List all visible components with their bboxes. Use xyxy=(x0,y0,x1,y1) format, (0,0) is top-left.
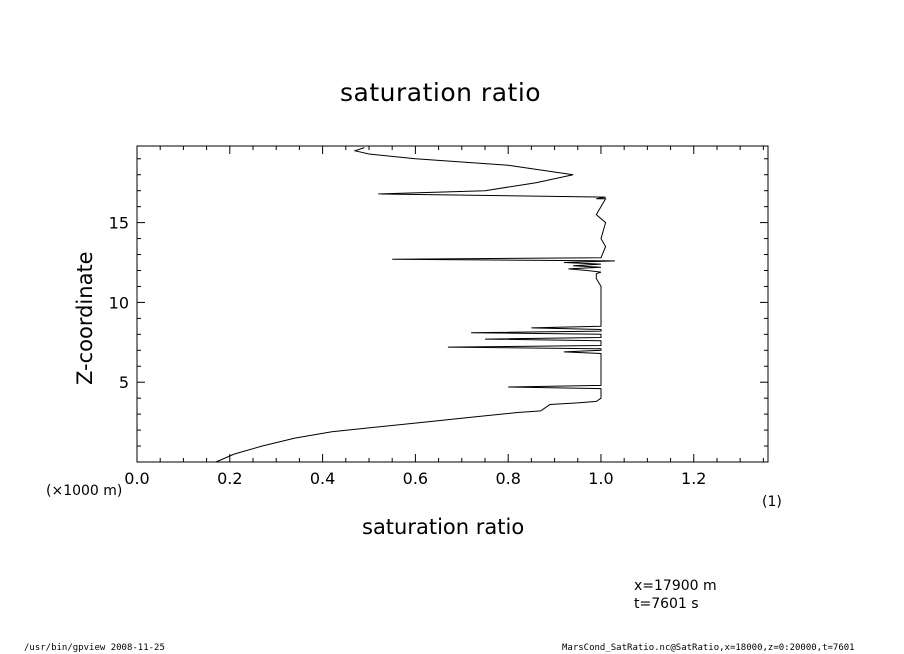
chart-title: saturation ratio xyxy=(340,78,542,107)
x-unit-label: (1) xyxy=(762,494,782,510)
x-tick-label: 0.4 xyxy=(310,469,335,488)
y-tick-label: 15 xyxy=(109,214,129,233)
series-layer xyxy=(215,147,615,463)
plot-frame xyxy=(136,145,769,463)
x-axis-label: saturation ratio xyxy=(362,515,525,539)
y-tick-label: 10 xyxy=(109,293,129,312)
x-tick-label: 1.0 xyxy=(588,469,613,488)
footer-left: /usr/bin/gpview 2008-11-25 xyxy=(24,643,165,653)
x-tick-label: 0.0 xyxy=(124,469,149,488)
footer-right: MarsCond_SatRatio.nc@SatRatio,x=18000,z=… xyxy=(562,643,855,653)
annotation-x: x=17900 m xyxy=(634,578,717,594)
y-tick-label: 5 xyxy=(119,373,129,392)
y-unit-label: (×1000 m) xyxy=(46,483,123,499)
x-tick-label: 0.2 xyxy=(217,469,242,488)
series-line xyxy=(215,147,615,463)
x-tick-label: 0.6 xyxy=(403,469,428,488)
x-tick-label: 1.2 xyxy=(681,469,706,488)
axis-tick-labels: 0.0 0.2 0.4 0.6 0.8 1.0 1.2 5 10 15 xyxy=(109,214,707,488)
axis-ticks xyxy=(136,146,768,462)
x-tick-label: 0.8 xyxy=(495,469,520,488)
annotation-t: t=7601 s xyxy=(634,596,699,612)
y-axis-label: Z-coordinate xyxy=(73,251,97,385)
